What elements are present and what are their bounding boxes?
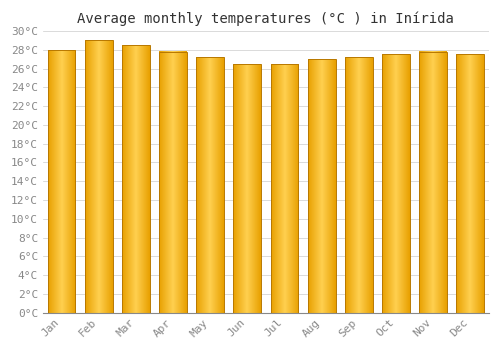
Title: Average monthly temperatures (°C ) in Inírida: Average monthly temperatures (°C ) in In… xyxy=(78,11,454,26)
